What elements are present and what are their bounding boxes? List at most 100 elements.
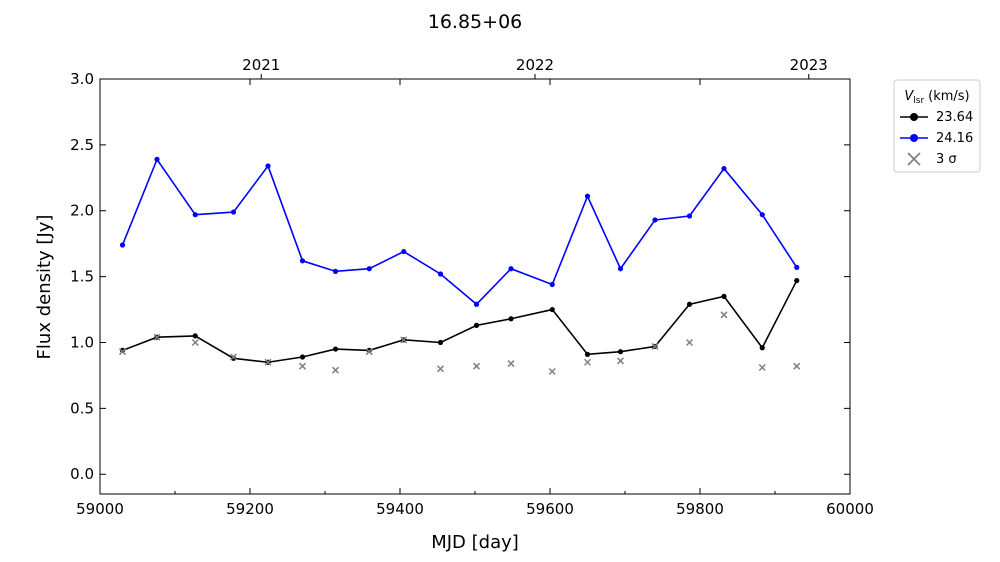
sigma-marker bbox=[685, 338, 694, 347]
x-axis-label: MJD [day] bbox=[431, 532, 519, 553]
axis-ticks: 59000 59200 59400 59600 59800 60000 0.0 0.5 1.0 1… bbox=[70, 56, 874, 518]
legend-marker-23-64 bbox=[910, 113, 918, 121]
data-point-23-64 bbox=[584, 351, 591, 357]
sigma-marker-stroke bbox=[153, 333, 161, 341]
data-point-24-16 bbox=[584, 193, 591, 199]
data-point-23-64 bbox=[299, 354, 306, 360]
y-tick-label: 0.0 bbox=[70, 465, 94, 483]
sigma-marker bbox=[793, 362, 801, 370]
sigma-marker-stroke bbox=[365, 348, 373, 356]
sigma-marker bbox=[758, 363, 766, 372]
year-tick-label: 2023 bbox=[790, 56, 828, 74]
data-point-24-16 bbox=[794, 264, 800, 270]
data-point-24-16 bbox=[686, 213, 693, 219]
x-tick-label: 59400 bbox=[376, 500, 424, 518]
x-tick-label: 59000 bbox=[76, 500, 124, 518]
sigma-marker bbox=[298, 362, 307, 370]
sigma-marker bbox=[400, 336, 408, 344]
data-point-23-64 bbox=[721, 293, 727, 299]
sigma-marker-stroke bbox=[298, 362, 307, 370]
sigma-marker-stroke bbox=[548, 367, 556, 376]
sigma-marker bbox=[583, 358, 592, 366]
data-point-24-16 bbox=[473, 301, 480, 307]
sigma-marker-stroke bbox=[472, 362, 481, 370]
sigma-marker-stroke bbox=[264, 358, 272, 366]
data-point-23-64 bbox=[794, 277, 800, 284]
data-point-23-64 bbox=[366, 347, 372, 353]
data-point-24-16 bbox=[508, 266, 514, 272]
series-layer bbox=[118, 156, 801, 376]
y-tick-label: 3.0 bbox=[70, 70, 94, 88]
data-point-23-64 bbox=[437, 339, 444, 346]
sigma-marker-stroke bbox=[758, 363, 766, 372]
legend-title-unit: (km/s) bbox=[928, 89, 970, 104]
plot-frame bbox=[99, 78, 851, 495]
legend-title-main: V bbox=[904, 89, 914, 104]
sigma-marker bbox=[264, 358, 272, 366]
sigma-marker bbox=[616, 357, 625, 365]
data-point-23-64 bbox=[473, 322, 480, 328]
legend-marker-24-16 bbox=[910, 134, 918, 142]
data-point-24-16 bbox=[401, 248, 407, 255]
sigma-marker bbox=[229, 353, 238, 361]
plot-frame-rect bbox=[99, 78, 851, 495]
year-tick-label: 2021 bbox=[242, 56, 280, 74]
sigma-marker-stroke bbox=[616, 357, 625, 365]
sigma-marker-stroke bbox=[685, 338, 694, 347]
data-point-24-16 bbox=[119, 242, 126, 248]
data-point-23-64 bbox=[617, 349, 624, 355]
legend-label-24-16: 24.16 bbox=[936, 131, 973, 146]
legend-title-sub: lsr bbox=[913, 96, 924, 106]
sigma-marker bbox=[118, 348, 127, 356]
y-tick-label: 1.5 bbox=[70, 268, 94, 286]
data-point-23-64 bbox=[686, 301, 693, 307]
data-point-23-64 bbox=[549, 306, 555, 313]
series-line-23-64 bbox=[122, 280, 798, 364]
data-point-23-64 bbox=[230, 355, 237, 361]
data-point-24-16 bbox=[192, 212, 198, 218]
x-tick-label: 60000 bbox=[826, 500, 874, 518]
sigma-marker-stroke bbox=[331, 366, 340, 374]
year-tick-label: 2022 bbox=[516, 56, 554, 74]
y-tick-label: 1.0 bbox=[70, 333, 94, 351]
legend-label-3-sigma: 3 σ bbox=[936, 152, 957, 167]
sigma-marker bbox=[472, 362, 481, 370]
sigma-marker-stroke bbox=[191, 338, 199, 347]
series-line-24-16 bbox=[121, 157, 798, 306]
sigma-marker-stroke bbox=[720, 311, 728, 319]
sigma-marker bbox=[548, 367, 556, 376]
data-point-24-16 bbox=[721, 165, 727, 172]
sigma-marker bbox=[331, 366, 340, 374]
data-point-24-16 bbox=[437, 271, 444, 277]
y-axis-label: Flux density [Jy] bbox=[34, 215, 55, 360]
sigma-marker bbox=[720, 311, 728, 319]
x-tick-label: 59600 bbox=[526, 500, 574, 518]
sigma-marker-stroke bbox=[651, 342, 659, 350]
legend: Vlsr (km/s) 23.64 24.16 3 σ bbox=[893, 79, 981, 173]
sigma-marker bbox=[436, 365, 445, 373]
sigma-marker-stroke bbox=[229, 353, 238, 361]
sigma-marker bbox=[365, 348, 373, 356]
legend-marker-3-sigma bbox=[907, 152, 921, 166]
x-tick-label: 59800 bbox=[676, 500, 724, 518]
x-tick-label: 59200 bbox=[226, 500, 274, 518]
sigma-marker bbox=[507, 360, 515, 368]
data-point-23-64 bbox=[332, 346, 339, 352]
data-point-24-16 bbox=[230, 209, 237, 215]
data-point-24-16 bbox=[332, 268, 339, 274]
data-point-24-16 bbox=[154, 156, 160, 162]
legend-label-23-64: 23.64 bbox=[936, 110, 973, 125]
legend-box bbox=[893, 79, 981, 173]
chart-title: 16.85+06 bbox=[428, 11, 523, 33]
y-tick-label: 2.5 bbox=[70, 136, 94, 154]
data-point-23-64 bbox=[759, 345, 765, 351]
data-point-24-16 bbox=[652, 217, 658, 223]
y-tick-label: 2.0 bbox=[70, 202, 94, 220]
data-point-24-16 bbox=[759, 212, 765, 218]
data-point-24-16 bbox=[366, 266, 372, 272]
sigma-marker bbox=[153, 333, 161, 341]
y-tick-label: 0.5 bbox=[70, 399, 94, 417]
data-point-24-16 bbox=[617, 266, 624, 272]
legend-title: Vlsr (km/s) bbox=[904, 89, 969, 106]
